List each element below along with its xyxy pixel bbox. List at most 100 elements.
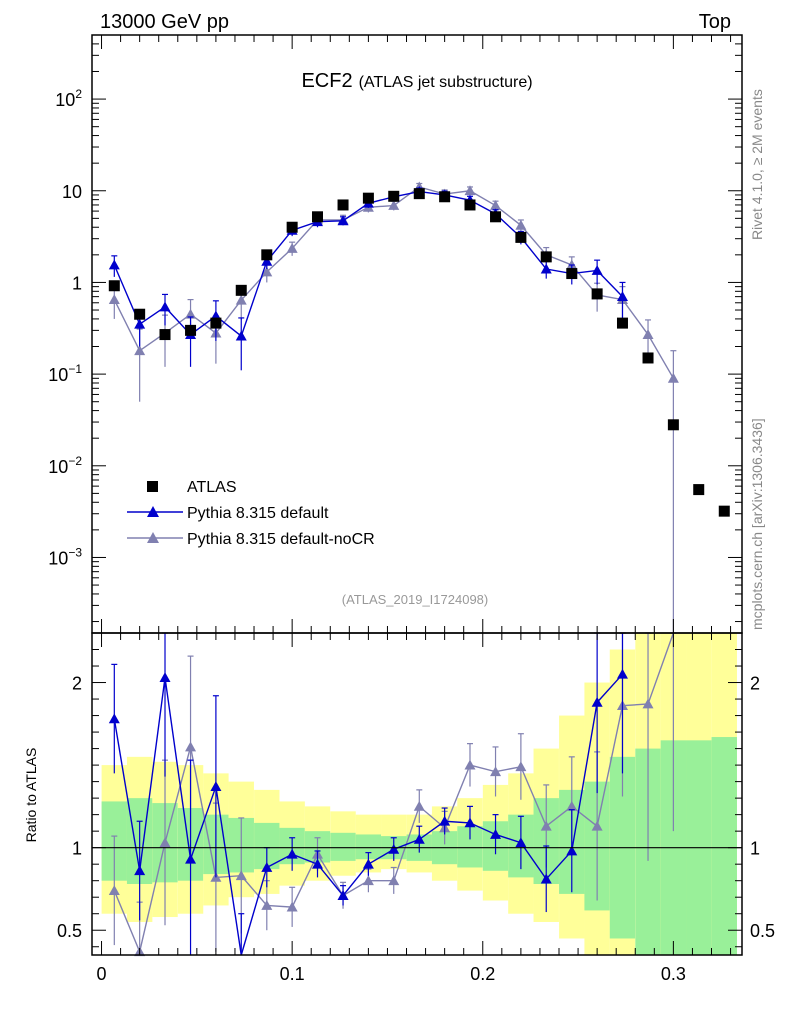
watermark-label: (ATLAS_2019_I1724098) [342, 592, 488, 607]
marker-ratio-0-2 [159, 672, 171, 682]
marker-atlas-21 [642, 352, 654, 364]
ytick-main-label-2: 10−1 [48, 362, 82, 385]
marker-atlas-16 [515, 231, 527, 243]
ytick-ratio-label-left-0: 0.5 [57, 921, 82, 941]
marker-ratio-1-12 [413, 800, 425, 811]
marker-atlas-14 [464, 199, 476, 211]
line-nocr [113, 186, 674, 379]
marker-main-1-9 [337, 215, 349, 226]
marker-ratio-0-14 [464, 817, 476, 828]
marker-ratio-0-17 [540, 873, 552, 884]
xtick-label-2: 0.2 [470, 964, 495, 984]
marker-atlas-2 [159, 329, 171, 341]
marker-main-1-19 [591, 264, 603, 275]
legend-label-nocr: Pythia 8.315 default-noCR [187, 531, 375, 548]
marker-atlas-17 [540, 251, 552, 263]
marker-ratio-0-15 [490, 828, 502, 839]
marker-ratio-0-0 [108, 713, 120, 724]
marker-atlas-23 [693, 484, 705, 496]
marker-main-1-17 [540, 263, 552, 274]
marker-ratio-0-1 [134, 865, 146, 876]
marker-ratio-0-13 [439, 815, 451, 826]
marker-main-2-11 [388, 200, 400, 210]
marker-atlas-19 [591, 288, 603, 300]
marker-ratio-1-3 [185, 741, 197, 752]
marker-atlas-18 [566, 268, 578, 280]
ytick-main-label-0: 10−3 [48, 545, 82, 568]
marker-ratio-1-2 [159, 837, 171, 848]
marker-ratio-1-15 [490, 766, 502, 777]
ytick-ratio-label-right-0: 0.5 [750, 921, 775, 941]
marker-ratio-1-18 [566, 800, 578, 811]
header-left: 13000 GeV pp [100, 11, 229, 33]
ratio-axis-label: Ratio to ATLAS [23, 748, 39, 843]
marker-main-2-21 [642, 329, 654, 339]
marker-main-1-6 [261, 255, 273, 266]
marker-main-1-2 [159, 301, 171, 312]
marker-atlas-11 [388, 190, 400, 202]
legend-marker-atlas [147, 481, 158, 492]
legend-marker-default [147, 506, 159, 517]
chart-subtitle: (ATLAS jet substructure) [359, 74, 533, 91]
marker-atlas-20 [616, 317, 628, 329]
marker-ratio-0-19 [591, 696, 603, 707]
marker-main-2-14 [464, 185, 476, 196]
marker-atlas-9 [337, 199, 349, 211]
marker-main-1-0 [108, 259, 120, 270]
ytick-main-base-3: 1 [72, 273, 82, 293]
marker-atlas-24 [718, 505, 730, 517]
marker-ratio-1-14 [464, 759, 476, 770]
marker-ratio-1-17 [540, 820, 552, 831]
marker-ratio-0-6 [261, 861, 273, 872]
ytick-main-label-5: 102 [55, 87, 82, 110]
ytick-ratio-label-left-2: 2 [72, 674, 82, 694]
ytick-ratio-label-right-1: 1 [750, 839, 760, 859]
ratio-panel-frame [91, 632, 743, 956]
marker-ratio-1-7 [286, 901, 298, 912]
marker-ratio-0-7 [286, 848, 298, 859]
ytick-main-exp-2: −1 [68, 362, 82, 376]
xtick-label-3: 0.3 [661, 964, 686, 984]
marker-ratio-1-19 [591, 820, 603, 831]
rivet-label: Rivet 4.1.0, ≥ 2M events [749, 89, 765, 240]
marker-main-2-16 [515, 219, 527, 230]
marker-ratio-0-3 [185, 853, 197, 864]
marker-ratio-1-6 [261, 899, 273, 910]
marker-ratio-0-20 [616, 668, 628, 679]
marker-main-2-15 [490, 200, 502, 210]
marker-atlas-22 [667, 419, 679, 431]
marker-ratio-0-10 [362, 858, 374, 869]
ytick-ratio-label-left-1: 1 [72, 839, 82, 859]
marker-main-1-20 [616, 291, 628, 302]
marker-main-2-0 [108, 294, 120, 304]
marker-ratio-1-11 [388, 875, 400, 886]
header-right: Top [699, 11, 731, 33]
marker-ratio-1-5 [235, 870, 247, 881]
ytick-main-base-2: 10 [48, 365, 68, 385]
ytick-main-label-3: 1 [72, 273, 82, 293]
ratio-panel-series [108, 632, 677, 957]
ytick-ratio-label-right-2: 2 [750, 674, 760, 694]
ytick-main-base-5: 10 [55, 90, 75, 110]
ytick-main-base-4: 10 [62, 182, 82, 202]
marker-ratio-1-10 [362, 875, 374, 886]
band-inner-24 [711, 737, 737, 955]
marker-atlas-7 [286, 221, 298, 233]
marker-ratio-0-11 [388, 843, 400, 854]
chart-title: ECF2 (ATLAS jet substructure) [301, 70, 532, 92]
marker-ratio-0-18 [566, 845, 578, 856]
marker-atlas-8 [311, 211, 323, 223]
legend: ATLAS Pythia 8.315 default Pythia 8.315 … [127, 479, 375, 548]
band-inner-9 [330, 832, 356, 861]
marker-atlas-10 [362, 192, 374, 204]
ytick-main-base-0: 10 [48, 548, 68, 568]
ytick-main-base-1: 10 [48, 457, 68, 477]
marker-ratio-0-9 [337, 890, 349, 900]
marker-ratio-0-8 [311, 858, 323, 869]
xtick-label-0: 0 [97, 964, 107, 984]
marker-main-2-5 [235, 294, 247, 305]
marker-atlas-4 [210, 317, 222, 329]
marker-atlas-12 [413, 188, 425, 200]
